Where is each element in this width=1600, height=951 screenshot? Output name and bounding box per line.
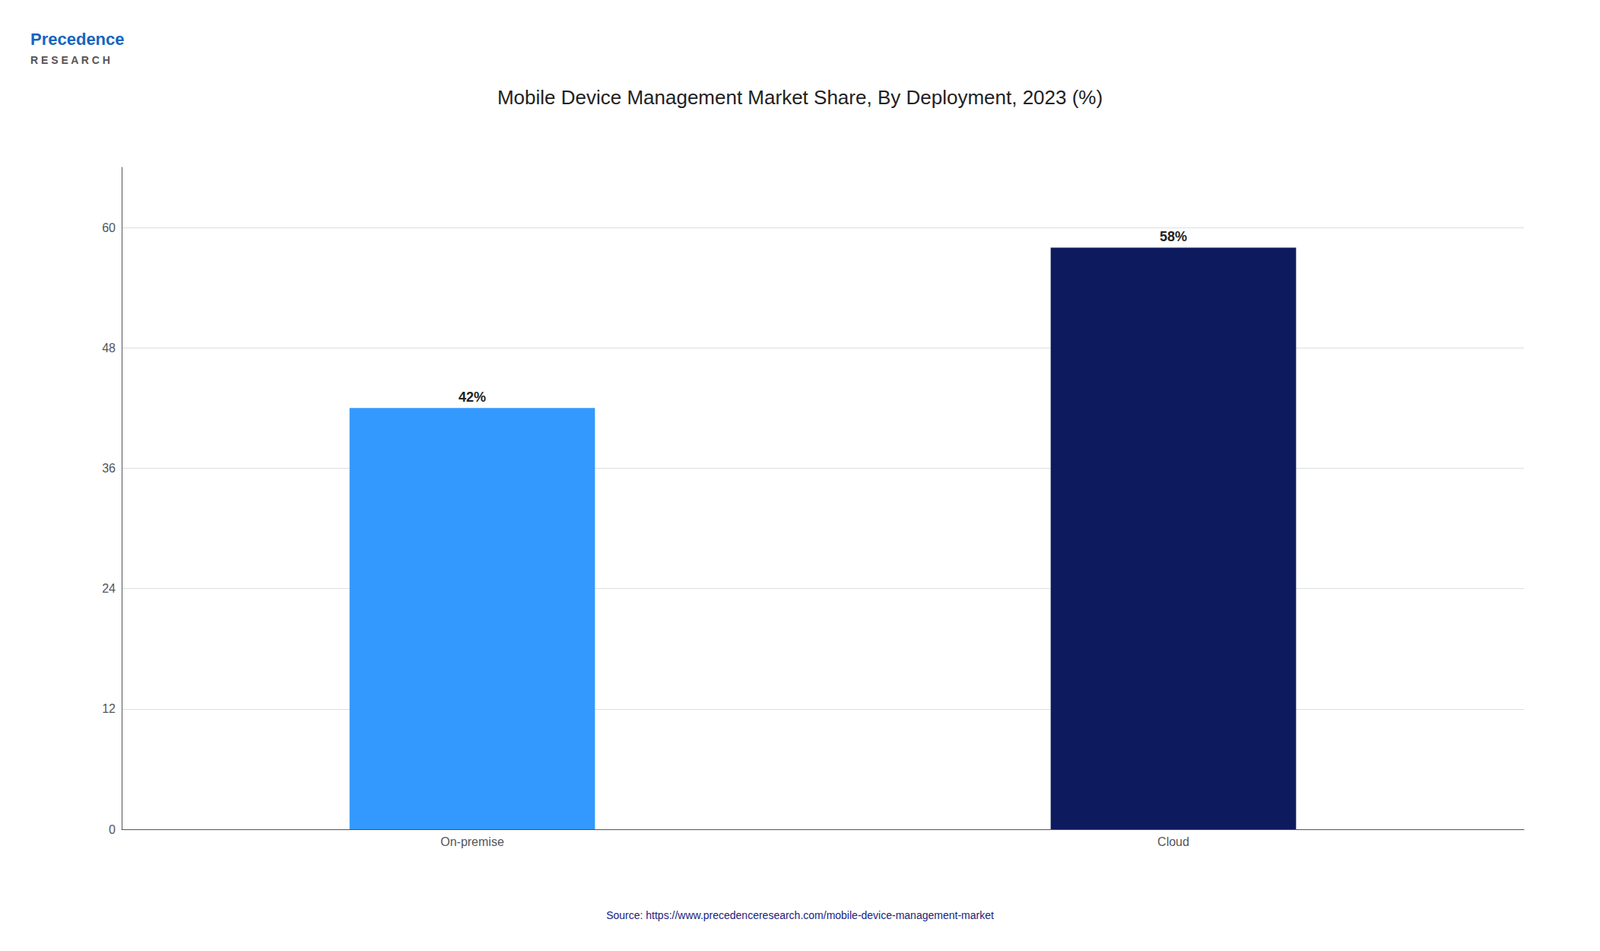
svg-text:On-premise: On-premise	[440, 834, 505, 848]
svg-text:36: 36	[101, 461, 116, 475]
svg-text:Mobile Device Management Marke: Mobile Device Management Market Share, B…	[497, 85, 1103, 109]
svg-text:42%: 42%	[458, 389, 486, 405]
svg-text:58%: 58%	[1159, 228, 1188, 245]
svg-text:Cloud: Cloud	[1157, 834, 1190, 848]
svg-text:Source: https://www.precedence: Source: https://www.precedenceresearch.c…	[606, 908, 994, 921]
svg-text:R E S E A R C H: R E S E A R C H	[30, 53, 111, 67]
svg-text:Precedence: Precedence	[30, 29, 125, 49]
svg-text:48: 48	[101, 341, 116, 355]
svg-text:60: 60	[101, 221, 116, 235]
svg-text:12: 12	[101, 701, 116, 715]
svg-text:0: 0	[108, 822, 116, 836]
svg-text:24: 24	[101, 581, 116, 595]
